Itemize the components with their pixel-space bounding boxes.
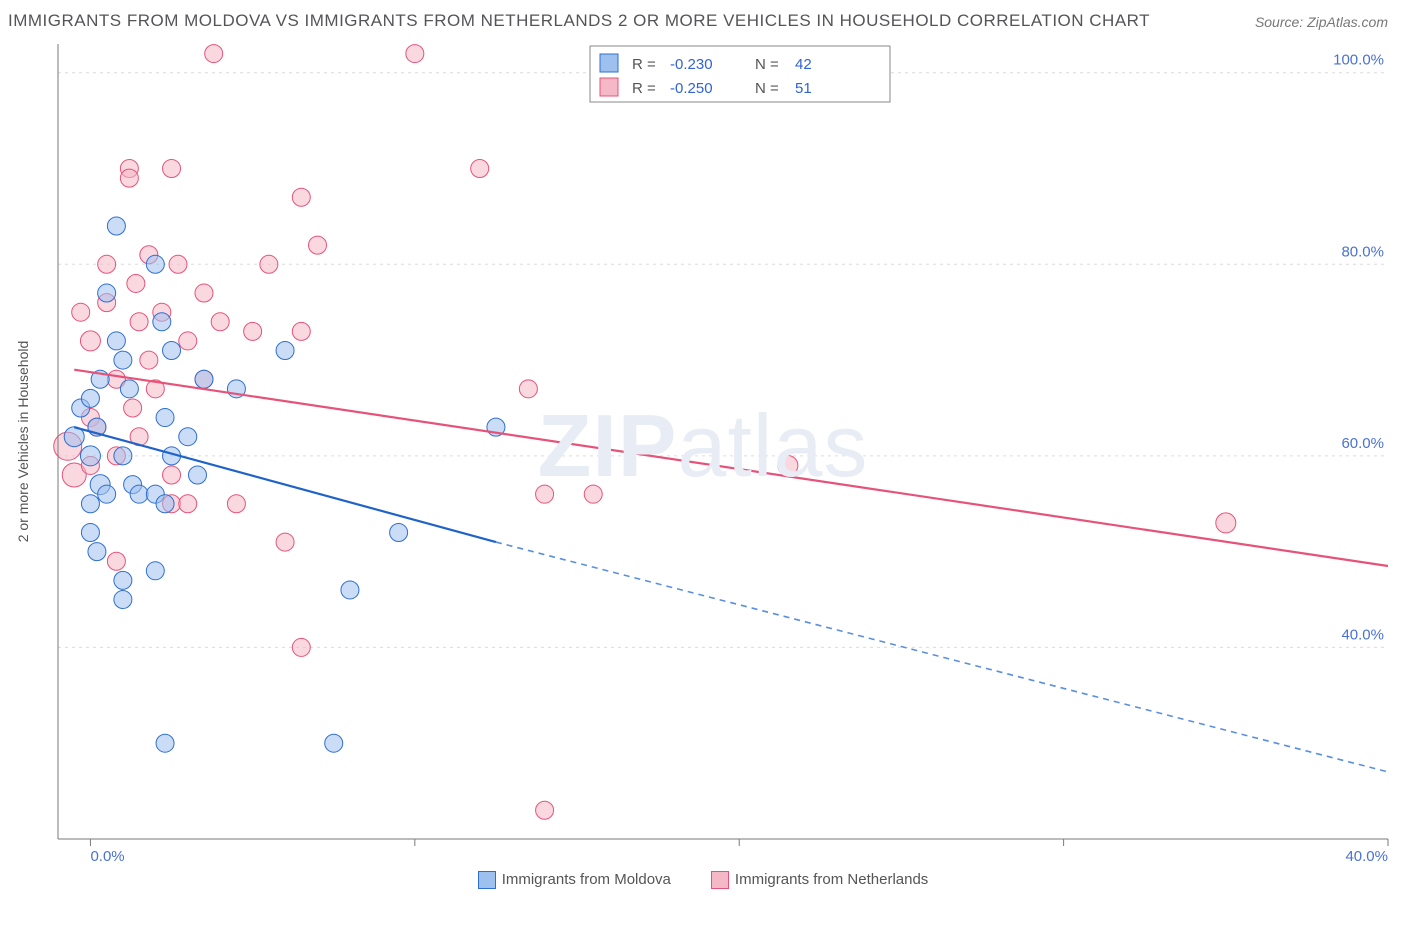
svg-text:-0.250: -0.250 [670, 80, 713, 97]
svg-text:N =: N = [755, 80, 779, 97]
svg-text:R =: R = [632, 80, 656, 97]
svg-text:40.0%: 40.0% [1341, 626, 1384, 643]
svg-text:R =: R = [632, 56, 656, 73]
bottom-legend: Immigrants from Moldova Immigrants from … [8, 871, 1398, 889]
legend-swatch [711, 871, 729, 889]
svg-text:42: 42 [795, 56, 812, 73]
svg-text:-0.230: -0.230 [670, 56, 713, 73]
legend-swatch [478, 871, 496, 889]
svg-text:60.0%: 60.0% [1341, 434, 1384, 451]
svg-text:N =: N = [755, 56, 779, 73]
legend-label: Immigrants from Moldova [502, 871, 671, 888]
svg-text:2 or more Vehicles in Househol: 2 or more Vehicles in Household [15, 340, 31, 542]
scatter-chart: 40.0% 60.0% 80.0% 100.0% 0.0% 40.0% 2 or more … [8, 34, 1398, 864]
svg-text:40.0%: 40.0% [1345, 848, 1388, 864]
svg-text:0.0%: 0.0% [90, 848, 124, 864]
legend-item-netherlands: Immigrants from Netherlands [711, 871, 928, 889]
legend-item-moldova: Immigrants from Moldova [478, 871, 671, 889]
svg-text:51: 51 [795, 80, 812, 97]
legend-label: Immigrants from Netherlands [735, 871, 928, 888]
svg-text:100.0%: 100.0% [1333, 51, 1384, 68]
svg-text:80.0%: 80.0% [1341, 243, 1384, 260]
chart-container: ZIPatlas 40.0%60.0%80.0%100.0%0.0%40.0%2… [8, 34, 1398, 869]
